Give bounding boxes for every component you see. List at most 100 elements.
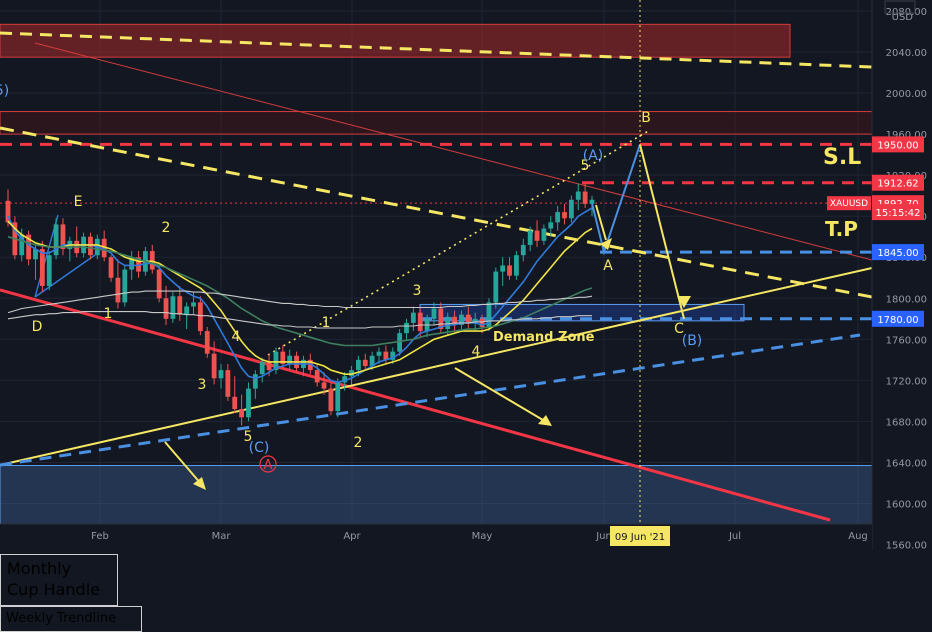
price-label-bg — [872, 310, 924, 327]
candle-body — [232, 396, 238, 410]
weekly-trendline-box: Weekly Trendline — [0, 606, 142, 632]
price-tick-label: 1560.00 — [886, 541, 927, 550]
candle-body — [60, 224, 66, 250]
candle — [39, 240, 45, 293]
candle — [122, 265, 128, 307]
price-chart[interactable]: ED12345(C)A12345(A)BAC(B)5)S.LT.PDemand … — [0, 0, 932, 552]
sl-annotation: S.L — [823, 145, 861, 170]
candle — [204, 327, 210, 358]
candle-body — [218, 370, 224, 379]
candle — [582, 183, 588, 208]
candle-body — [472, 318, 478, 323]
price-tick-label: 2000.00 — [886, 89, 927, 100]
candle-body — [349, 370, 354, 377]
price-label-bg — [872, 244, 924, 261]
wave-label: C — [674, 321, 684, 337]
candle-body — [459, 314, 464, 325]
candle — [33, 244, 38, 280]
d-to-e-line-2 — [34, 254, 96, 298]
price-tick-label: 1800.00 — [886, 294, 927, 305]
time-tick-label: Aug — [848, 531, 868, 542]
candle-body — [575, 191, 581, 200]
candle — [397, 329, 403, 356]
candle — [342, 372, 348, 391]
moving-average-4 — [7, 290, 593, 314]
forecast-arrow-a — [600, 238, 612, 250]
yellow-dashed-downtrend — [0, 126, 873, 299]
candle — [170, 292, 176, 323]
dotted-wave-channel — [267, 129, 651, 356]
candle-body — [362, 359, 368, 366]
candle — [232, 376, 238, 414]
wave-label: A — [603, 258, 613, 274]
monthly-arrow-head — [538, 415, 552, 426]
candle-body — [136, 257, 141, 272]
price-label-bg — [872, 204, 924, 221]
candle-body — [452, 316, 457, 325]
bottom-zone — [0, 465, 873, 525]
wave-label: (A) — [583, 148, 604, 164]
wave-label: 3 — [198, 377, 207, 393]
candle — [520, 238, 526, 262]
currency-label: USD — [892, 12, 914, 23]
candle — [46, 251, 52, 291]
candle-body — [514, 255, 519, 276]
candle-body — [356, 359, 361, 371]
candle-body — [507, 265, 512, 276]
monthly-label: Monthly — [7, 559, 72, 578]
cup-handle-label: Cup Handle — [7, 580, 100, 599]
wave-label: 1 — [104, 306, 113, 322]
wave-label: E — [74, 194, 83, 210]
forecast-path-yellow — [639, 144, 685, 320]
price-label-bg — [872, 136, 924, 153]
candle — [136, 251, 141, 278]
candle-body — [562, 212, 567, 219]
candle-body — [486, 302, 492, 328]
red-support-trendline — [0, 288, 831, 522]
candle-body — [239, 409, 244, 418]
wave-label: 4 — [472, 344, 481, 360]
candle-body — [417, 312, 423, 332]
moving-average-3 — [7, 235, 593, 347]
candle-body — [335, 382, 341, 412]
candle — [108, 255, 114, 282]
candle — [507, 257, 512, 280]
candle-body — [170, 296, 176, 319]
candle-body — [307, 359, 313, 371]
candle — [163, 285, 169, 325]
time-tick-label: Feb — [91, 531, 109, 542]
weekly-arrow-line — [164, 441, 203, 486]
blue-dashed-uptrend — [0, 333, 861, 467]
candle-body — [445, 316, 451, 330]
candle — [335, 378, 341, 418]
cursor-date-bg — [610, 526, 670, 546]
weekly-arrow-head — [193, 477, 206, 490]
candle-body — [266, 361, 272, 371]
time-tick-label: Jul — [728, 531, 741, 542]
candle-body — [527, 230, 533, 245]
candle-body — [390, 351, 396, 360]
price-tick-label: 1640.00 — [886, 458, 927, 469]
candle — [369, 351, 375, 371]
price-axis-background — [872, 0, 932, 550]
candle — [259, 357, 265, 383]
candle-body — [493, 271, 499, 303]
candle-body — [376, 351, 382, 356]
supply-dashed-trendline — [0, 31, 873, 69]
wave-label: A — [264, 458, 273, 473]
price-label: 1912.62 — [877, 179, 918, 190]
candle — [225, 363, 231, 401]
candle — [383, 345, 389, 364]
candle — [211, 341, 217, 385]
time-axis: Feb Mar Apr May Jun Jul Aug 09 Jun '21 — [0, 523, 872, 550]
candle-body — [163, 298, 169, 319]
candle — [568, 195, 574, 223]
candle — [452, 310, 457, 332]
candle-body — [534, 230, 540, 241]
candles — [5, 183, 595, 426]
candle — [575, 183, 581, 211]
candle — [177, 285, 183, 321]
time-tick-label: Apr — [343, 531, 361, 542]
candle — [156, 265, 162, 303]
